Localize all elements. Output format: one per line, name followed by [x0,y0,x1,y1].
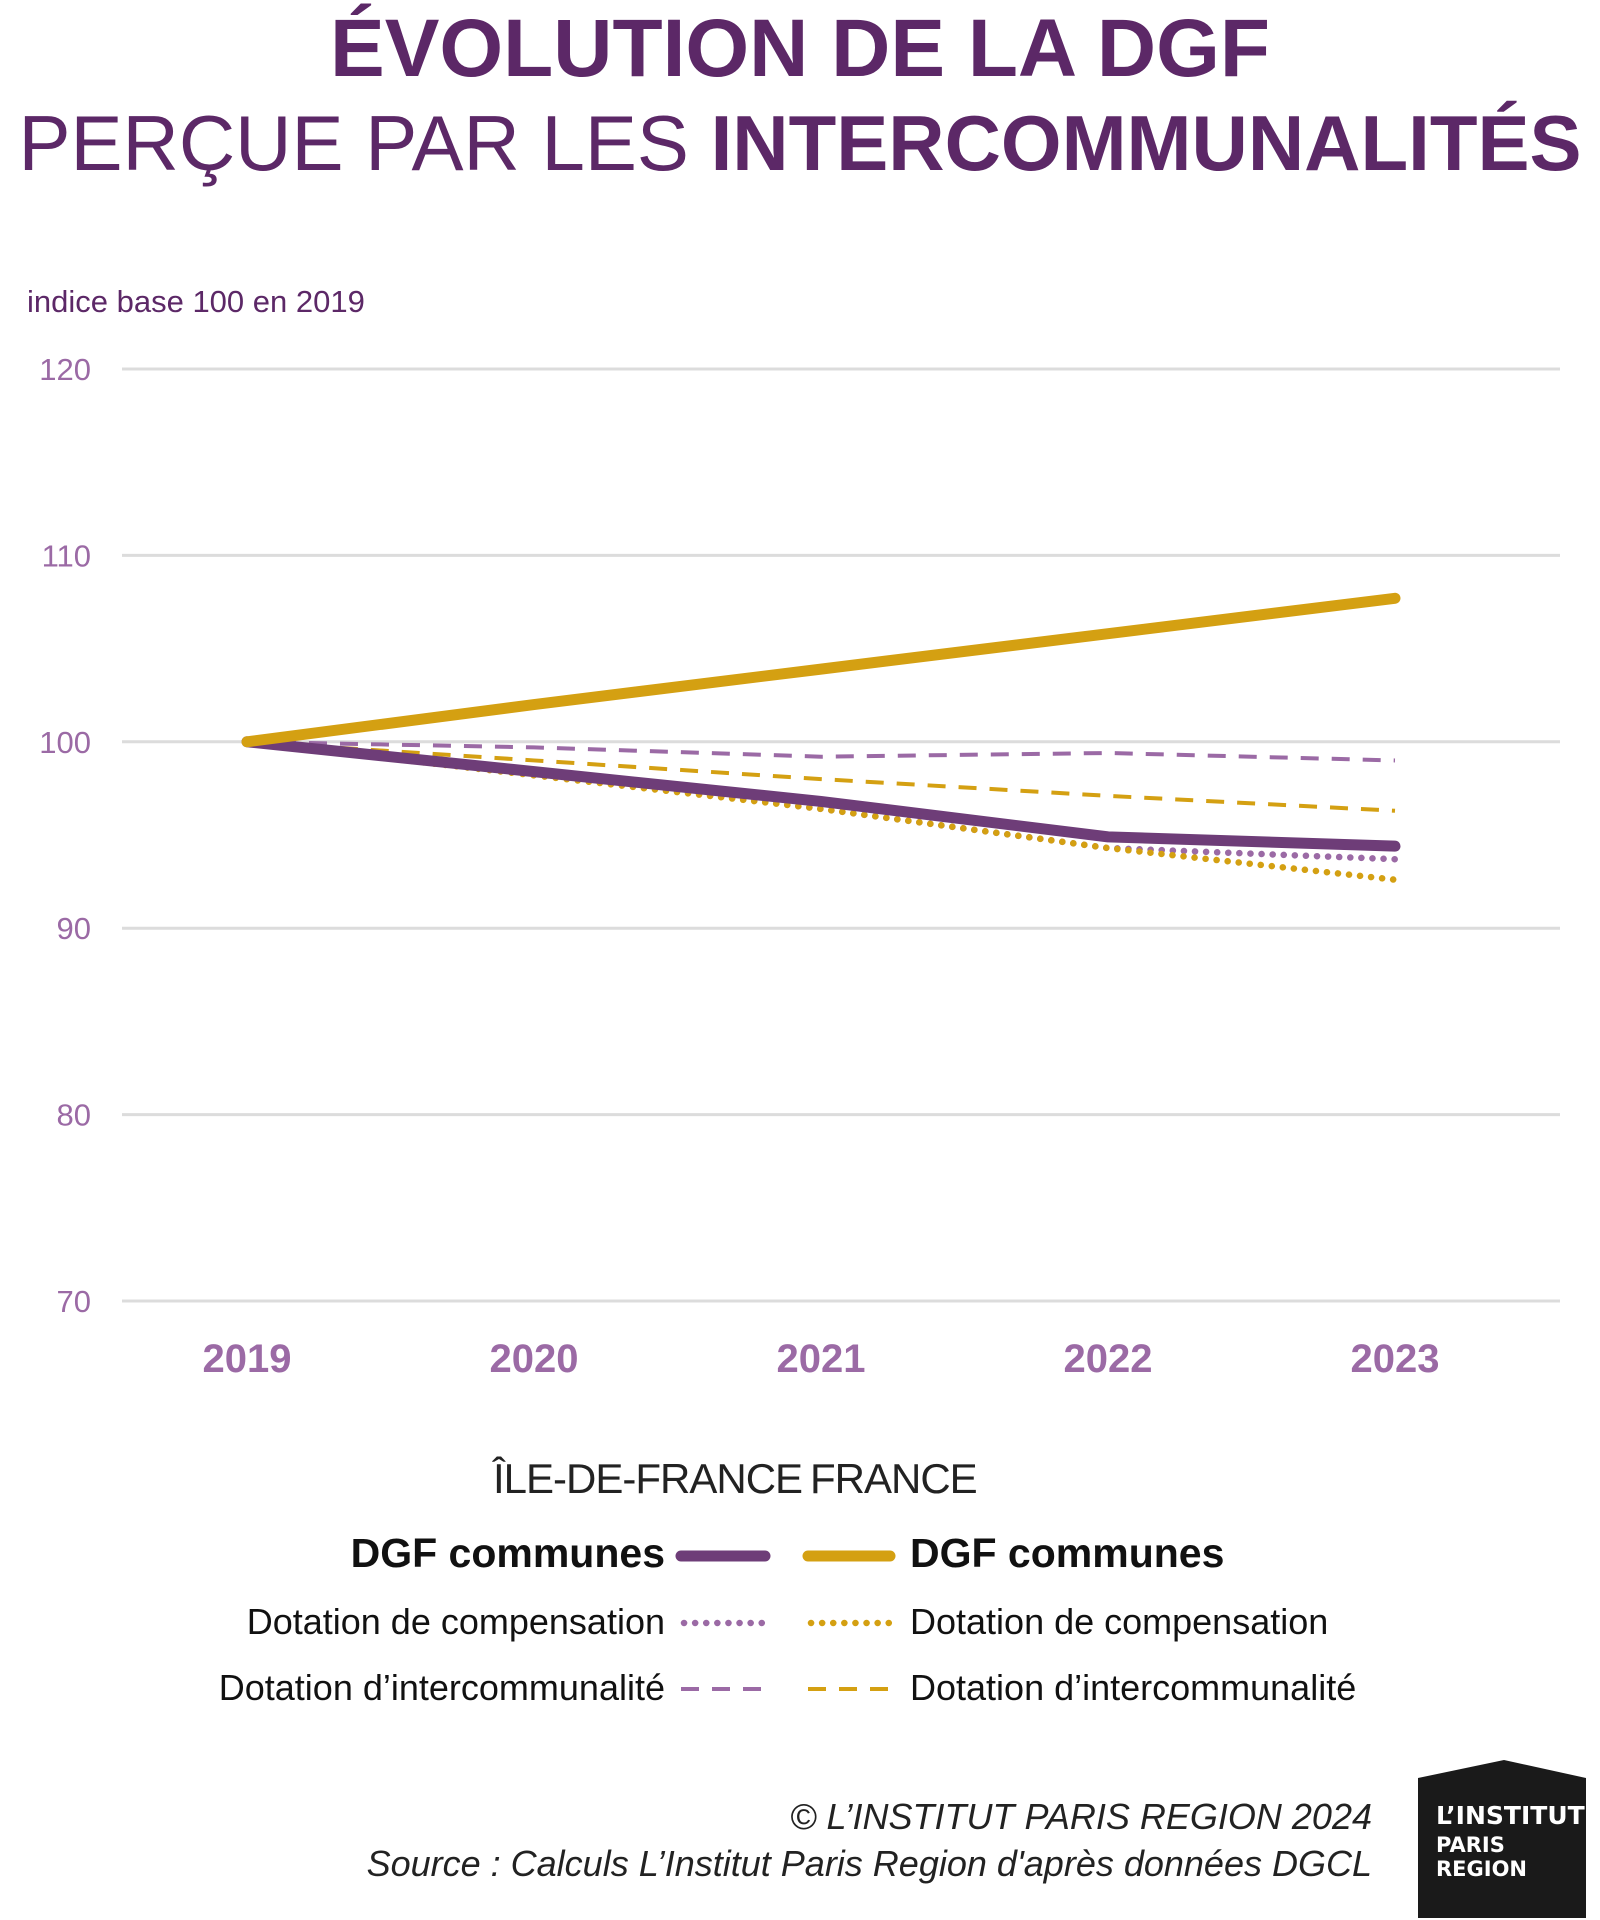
y-tick-label-90: 90 [57,911,91,946]
series-line-france-solid [241,592,1401,748]
legend-header-france: FRANCE [810,1455,978,1502]
y-tick-label-80: 80 [57,1098,91,1133]
copyright: © L’INSTITUT PARIS REGION 2024 [789,1796,1372,1837]
x-tick-label-2021: 2021 [777,1337,866,1381]
legend-header-idf: ÎLE-DE-FRANCE [493,1455,803,1502]
logo-line-3: REGION [1436,1857,1527,1881]
y-tick-label-100: 100 [39,725,91,760]
legend-label-france-dgf: DGF communes [910,1530,1225,1576]
x-tick-label-2023: 2023 [1351,1337,1440,1381]
series-line-idf-dashed [246,739,1396,763]
title-line-2: PERÇUE PAR LES INTERCOMMUNALITÉS [0,104,1600,182]
logo-line-2: PARIS [1436,1833,1505,1857]
title-line-1: ÉVOLUTION DE LA DGF [330,3,1270,94]
series-line-france-dotted [243,738,1399,883]
title-line-2-regular: PERÇUE PAR LES [18,99,711,187]
y-axis-label: indice base 100 en 2019 [27,284,365,319]
series-line-idf-solid [241,736,1401,852]
series-line-france-dashed [246,739,1396,813]
x-tick-label-2019: 2019 [203,1337,292,1381]
institut-logo [1418,1760,1586,1918]
y-tick-label-70: 70 [57,1284,91,1319]
title-line-2-bold: INTERCOMMUNALITÉS [710,99,1582,187]
legend-label-idf-intercommunalite: Dotation d’intercommunalité [218,1667,665,1708]
legend-label-idf-compensation: Dotation de compensation [246,1601,665,1642]
x-tick-label-2022: 2022 [1064,1337,1153,1381]
y-tick-label-110: 110 [42,538,91,573]
logo-line-1: L’INSTITUT [1436,1801,1585,1830]
legend-label-idf-dgf: DGF communes [350,1530,665,1576]
legend-label-france-compensation: Dotation de compensation [910,1601,1329,1642]
chart-title: ÉVOLUTION DE LA DGF PERÇUE PAR LES INTER… [0,3,1600,183]
legend-label-france-intercommunalite: Dotation d’intercommunalité [910,1667,1357,1708]
source-note: Source : Calculs L’Institut Paris Region… [366,1843,1372,1884]
x-tick-label-2020: 2020 [490,1337,579,1381]
y-tick-label-120: 120 [39,352,91,387]
